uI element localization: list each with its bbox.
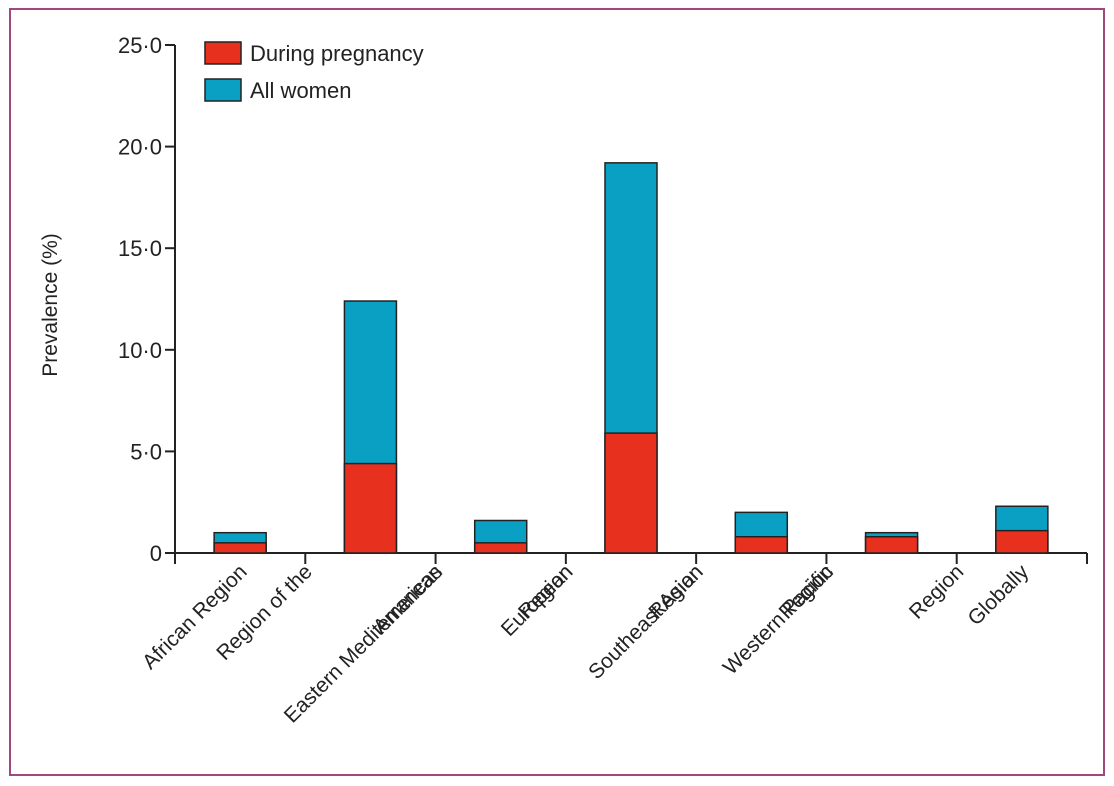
bar-during-pregnancy — [864, 535, 919, 554]
legend-swatch — [204, 78, 242, 102]
x-tick-label: Globally — [963, 560, 1033, 630]
x-tick-label: European — [497, 560, 578, 641]
y-tick-label: 25·0 — [118, 33, 162, 58]
x-ticks — [174, 553, 1088, 564]
y-tick-label: 15·0 — [118, 236, 162, 261]
y-tick-label: 5·0 — [130, 439, 162, 464]
y-ticks: 0 5·0 10·0 15·0 20·0 25·0 — [118, 33, 175, 566]
y-tick-label: 10·0 — [118, 338, 162, 363]
legend-label: All women — [250, 78, 351, 103]
x-tick-label: Region — [905, 560, 968, 623]
bars-layer — [213, 162, 1049, 554]
x-tick-label: Southeast Asian — [584, 560, 708, 684]
legend-swatch — [204, 41, 242, 65]
bar-during-pregnancy — [995, 529, 1049, 554]
bar-during-pregnancy — [604, 432, 658, 554]
y-axis-title: Prevalence (%) — [39, 233, 62, 377]
bar-during-pregnancy — [213, 542, 267, 554]
y-tick-label: 0 — [150, 541, 162, 566]
figure-frame — [9, 8, 1105, 776]
bar-during-pregnancy — [473, 542, 528, 554]
x-tick-label: Western Pacific — [719, 560, 838, 679]
bar-during-pregnancy — [343, 462, 398, 554]
legend: During pregnancy All women — [204, 41, 424, 103]
y-tick-label: 20·0 — [118, 135, 162, 160]
legend-label: During pregnancy — [250, 41, 424, 66]
bar-during-pregnancy — [734, 535, 789, 554]
